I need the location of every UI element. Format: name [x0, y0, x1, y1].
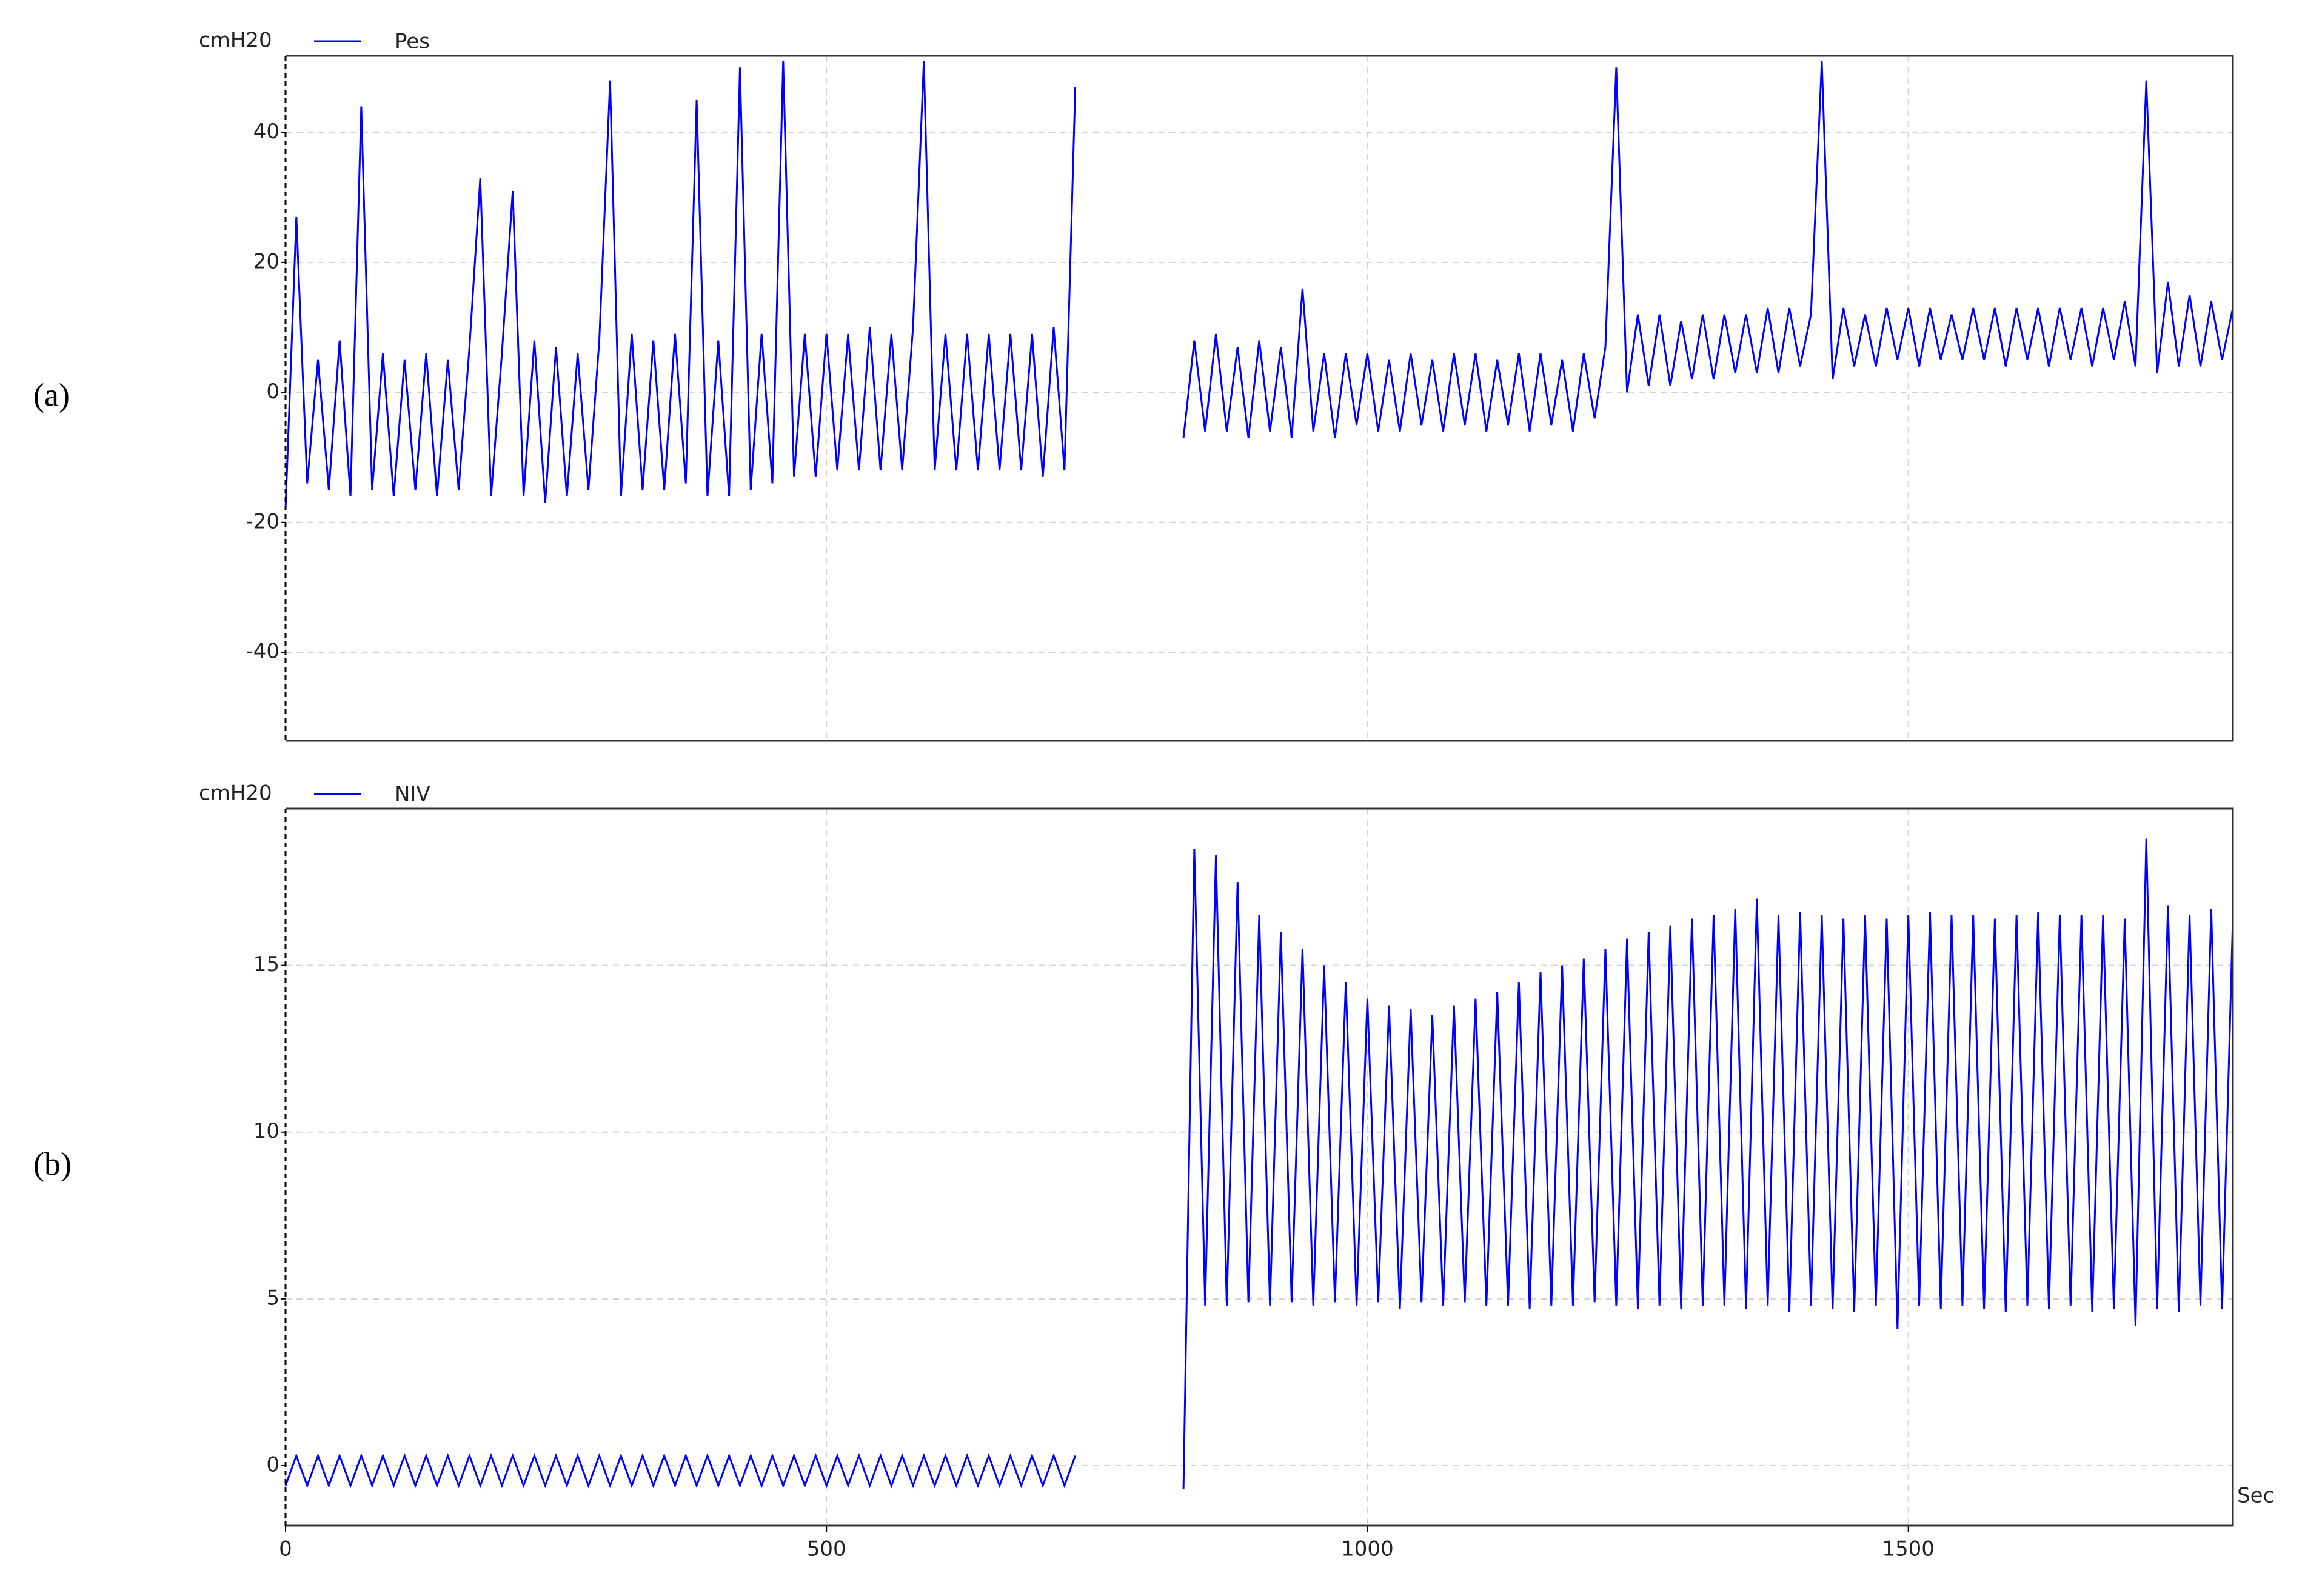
x-axis-label: Sec: [2237, 1484, 2274, 1508]
x-tick-label: 500: [807, 1537, 846, 1561]
x-tick-label: 0: [279, 1537, 292, 1561]
y-tick-label: -20: [246, 509, 279, 533]
legend-label: Pes: [395, 30, 430, 54]
panel-label: (a): [33, 376, 70, 413]
y-axis-label: cmH20: [199, 781, 272, 806]
y-tick-label: 0: [266, 1452, 279, 1477]
data-line: [284, 838, 2234, 1489]
plot-frame: [286, 807, 2234, 1527]
plot-frame: [286, 55, 2234, 742]
y-tick-label: 15: [253, 952, 279, 977]
legend-label: NIV: [395, 783, 430, 807]
y-tick-label: 40: [253, 119, 279, 144]
panel-label: (b): [33, 1146, 72, 1182]
y-tick-label: 5: [266, 1286, 279, 1310]
x-tick-label: 1000: [1341, 1537, 1394, 1561]
y-tick-label: 0: [266, 379, 279, 404]
y-tick-label: -40: [246, 639, 279, 664]
y-tick-label: 20: [253, 249, 279, 273]
data-line: [284, 61, 2234, 510]
y-tick-label: 10: [253, 1119, 279, 1143]
x-tick-label: 1500: [1882, 1537, 1935, 1561]
y-axis-label: cmH20: [199, 28, 272, 53]
